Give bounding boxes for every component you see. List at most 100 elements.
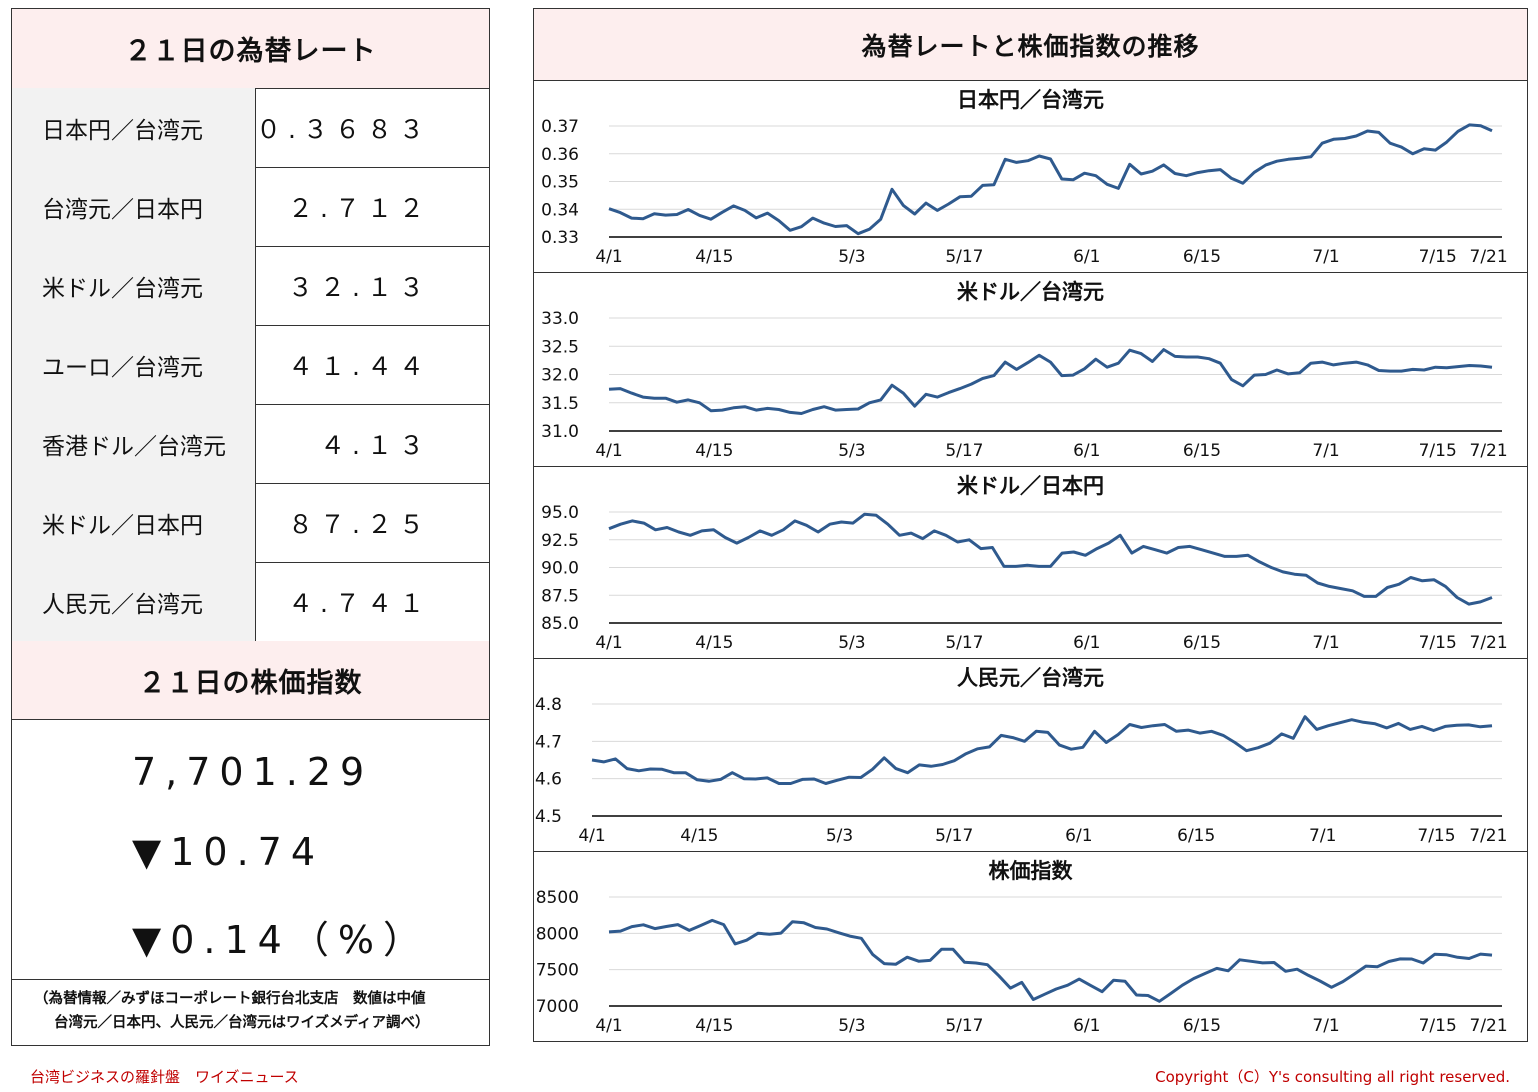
y-tick-label: 7000 bbox=[536, 997, 579, 1017]
stock-change: ▼10.74 bbox=[132, 830, 325, 874]
x-tick-label: 6/15 bbox=[1183, 247, 1221, 267]
x-tick-label: 4/1 bbox=[595, 633, 622, 653]
chart-svg: 31.0 31.5 32.0 32.5 33.0 4/1 4/15 5/3 5/17 6/1 6/1… bbox=[541, 309, 1508, 461]
x-tick-label: 5/17 bbox=[935, 826, 973, 846]
y-tick-label: 4.7 bbox=[535, 732, 562, 752]
x-tick-label: 5/17 bbox=[945, 441, 983, 461]
footer-brand: 台湾ビジネスの羅針盤 ワイズニュース bbox=[30, 1068, 299, 1086]
x-tick-label: 4/1 bbox=[578, 826, 605, 846]
x-tick-label: 6/1 bbox=[1073, 247, 1100, 267]
rate-row: ユーロ／台湾元 ４１.４４ bbox=[12, 325, 489, 405]
series-line bbox=[591, 715, 1493, 785]
y-tick-label: 7500 bbox=[536, 961, 579, 981]
x-tick-label: 5/17 bbox=[945, 633, 983, 653]
chart-svg: 0.33 0.34 0.35 0.36 0.37 4/1 4/15 5/3 5/17 6/1 6/1… bbox=[541, 117, 1508, 267]
charts-panel: 為替レートと株価指数の推移 日本円／台湾元 0.33 0.34 0.35 0.36 0.3… bbox=[533, 8, 1528, 1042]
x-tick-label: 7/1 bbox=[1312, 247, 1339, 267]
footer-copyright: Copyright（C）Y's consulting all right res… bbox=[1155, 1068, 1510, 1086]
rate-row: 日本円／台湾元 ０.３６８３ bbox=[12, 88, 489, 168]
x-tick-label: 7/21 bbox=[1470, 247, 1508, 267]
x-tick-label: 4/15 bbox=[680, 826, 718, 846]
x-tick-label: 4/15 bbox=[695, 247, 733, 267]
rate-row: 香港ドル／台湾元 ４.１３ bbox=[12, 404, 489, 484]
y-tick-label: 8000 bbox=[536, 924, 579, 944]
x-tick-label: 7/15 bbox=[1417, 826, 1455, 846]
rate-value: ３２.１３ bbox=[288, 272, 431, 302]
y-tick-label: 90.0 bbox=[541, 559, 579, 579]
x-tick-label: 4/15 bbox=[695, 633, 733, 653]
source-note-line2: 台湾元／日本円、人民元／台湾元はワイズメディア調べ） bbox=[54, 1015, 430, 1031]
y-tick-label: 31.5 bbox=[541, 394, 579, 414]
x-tick-label: 4/15 bbox=[695, 1016, 733, 1036]
y-tick-label: 0.36 bbox=[541, 145, 579, 165]
x-tick-label: 4/1 bbox=[595, 1016, 622, 1036]
y-tick-label: 0.35 bbox=[541, 173, 579, 193]
stock-box: 7,701.29 ▼10.74 ▼0.14（%） bbox=[12, 720, 489, 980]
rate-label: 日本円／台湾元 bbox=[12, 88, 256, 167]
rate-value: ０.３６８３ bbox=[256, 114, 431, 144]
rate-label: 台湾元／日本円 bbox=[12, 167, 256, 246]
x-tick-label: 6/15 bbox=[1183, 1016, 1221, 1036]
rate-value: ８７.２５ bbox=[288, 509, 431, 539]
x-tick-label: 5/3 bbox=[838, 1016, 865, 1036]
x-tick-label: 6/15 bbox=[1183, 633, 1221, 653]
series-line bbox=[608, 512, 1493, 606]
x-tick-label: 5/3 bbox=[838, 441, 865, 461]
y-tick-label: 8500 bbox=[536, 888, 579, 908]
chart-svg: 4.5 4.6 4.7 4.8 4/1 4/15 5/3 5/17 6/1 6/15 7/1 7/15… bbox=[535, 695, 1507, 846]
rate-row: 米ドル／日本円 ８７.２５ bbox=[12, 483, 489, 563]
y-tick-label: 0.34 bbox=[541, 200, 579, 220]
y-tick-label: 4.6 bbox=[535, 770, 562, 790]
rate-value: ４.７４１ bbox=[288, 588, 431, 618]
chart-title: 日本円／台湾元 bbox=[957, 88, 1104, 112]
x-tick-label: 6/1 bbox=[1073, 1016, 1100, 1036]
chart-svg: 7000 7500 8000 8500 4/1 4/15 5/3 5/17 6/1 6/15 7/1… bbox=[536, 888, 1508, 1036]
chart-svg: 85.0 87.5 90.0 92.5 95.0 4/1 4/15 5/3 5/17 6/1 6/1… bbox=[541, 503, 1508, 653]
x-tick-label: 7/1 bbox=[1312, 441, 1339, 461]
chart-1: 日本円／台湾元 0.33 0.34 0.35 0.36 0.37 4/1 4/15 5/3 5/1… bbox=[534, 80, 1527, 273]
rate-label: ユーロ／台湾元 bbox=[12, 325, 256, 404]
x-tick-label: 5/17 bbox=[945, 1016, 983, 1036]
x-tick-label: 6/15 bbox=[1183, 441, 1221, 461]
chart-title: 株価指数 bbox=[988, 859, 1073, 883]
chart-title: 米ドル／台湾元 bbox=[957, 280, 1104, 304]
x-tick-label: 7/15 bbox=[1419, 441, 1457, 461]
rate-row: 人民元／台湾元 ４.７４１ bbox=[12, 562, 489, 642]
y-tick-label: 33.0 bbox=[541, 309, 579, 329]
y-tick-label: 87.5 bbox=[541, 586, 579, 606]
rate-label: 人民元／台湾元 bbox=[12, 562, 256, 641]
rate-value: ２.７１２ bbox=[288, 193, 431, 223]
y-tick-label: 92.5 bbox=[541, 531, 579, 551]
chart-3: 米ドル／日本円 85.0 87.5 90.0 92.5 95.0 4/1 4/15 5/3 5/1… bbox=[534, 466, 1527, 659]
rates-title: ２１日の為替レート bbox=[12, 9, 489, 89]
rate-value: ４１.４４ bbox=[288, 351, 431, 381]
x-tick-label: 7/21 bbox=[1469, 826, 1507, 846]
x-tick-label: 6/1 bbox=[1073, 441, 1100, 461]
x-tick-label: 7/15 bbox=[1419, 247, 1457, 267]
y-tick-label: 4.5 bbox=[535, 807, 562, 827]
x-tick-label: 6/1 bbox=[1073, 633, 1100, 653]
x-tick-label: 4/15 bbox=[695, 441, 733, 461]
series-line bbox=[608, 123, 1493, 236]
y-tick-label: 31.0 bbox=[541, 422, 579, 442]
stock-change-pct: ▼0.14（%） bbox=[132, 918, 430, 962]
rate-row: 米ドル／台湾元 ３２.１３ bbox=[12, 246, 489, 326]
x-tick-label: 7/21 bbox=[1470, 633, 1508, 653]
x-tick-label: 7/21 bbox=[1470, 441, 1508, 461]
chart-2: 米ドル／台湾元 31.0 31.5 32.0 32.5 33.0 4/1 4/15 5/3 5/1… bbox=[534, 272, 1527, 467]
x-tick-label: 6/15 bbox=[1177, 826, 1215, 846]
x-tick-label: 5/17 bbox=[945, 247, 983, 267]
x-tick-label: 7/1 bbox=[1309, 826, 1336, 846]
x-tick-label: 7/1 bbox=[1312, 1016, 1339, 1036]
rate-label: 香港ドル／台湾元 bbox=[12, 404, 256, 483]
y-tick-label: 0.33 bbox=[541, 228, 579, 248]
rate-label: 米ドル／台湾元 bbox=[12, 246, 256, 325]
series-line bbox=[608, 918, 1493, 1003]
stock-value: 7,701.29 bbox=[132, 750, 374, 794]
rate-row: 台湾元／日本円 ２.７１２ bbox=[12, 167, 489, 247]
charts-title: 為替レートと株価指数の推移 bbox=[534, 9, 1527, 81]
x-tick-label: 7/1 bbox=[1312, 633, 1339, 653]
y-tick-label: 95.0 bbox=[541, 503, 579, 523]
series-line bbox=[608, 348, 1493, 415]
y-tick-label: 32.0 bbox=[541, 366, 579, 386]
